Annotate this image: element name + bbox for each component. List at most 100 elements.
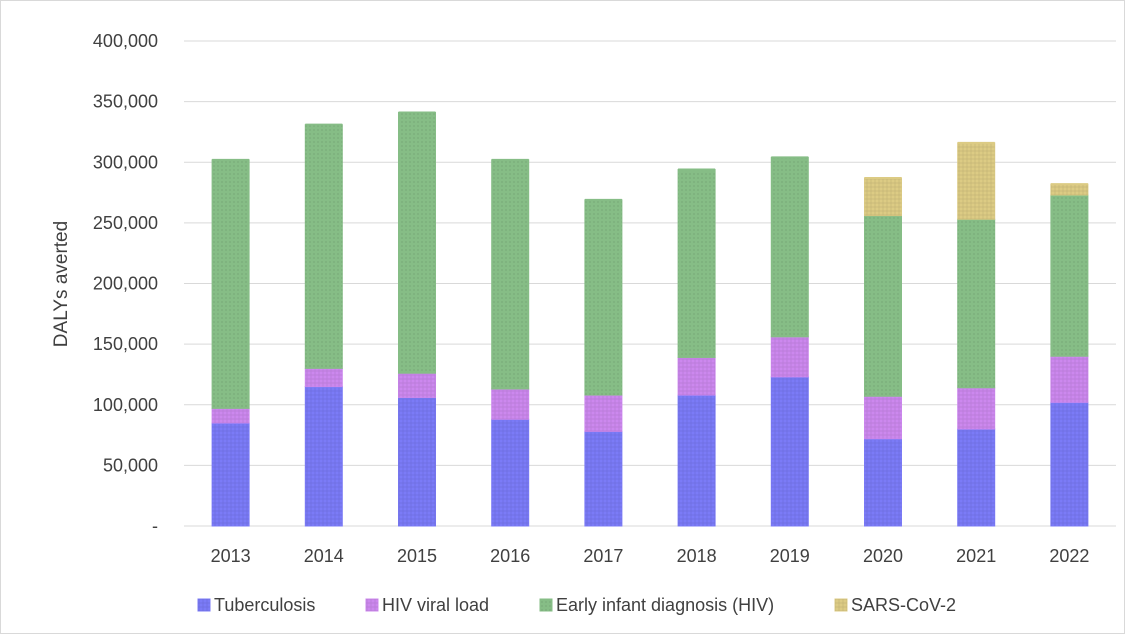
bar-segment <box>584 198 623 396</box>
x-tick-label: 2015 <box>397 546 437 566</box>
bar-texture <box>584 395 622 432</box>
bar-segment <box>957 141 996 220</box>
bar-texture <box>1050 184 1088 195</box>
bar-segment <box>211 158 250 409</box>
y-tick-label: 100,000 <box>93 395 158 415</box>
bar-texture <box>957 387 995 429</box>
bar-texture <box>864 178 902 216</box>
bar-texture <box>957 219 995 388</box>
bar-segment <box>957 218 996 389</box>
bar-segment <box>770 375 809 527</box>
bar-segment <box>677 168 716 358</box>
legend-swatch-texture <box>198 599 210 611</box>
x-tick-label: 2019 <box>770 546 810 566</box>
bar-segment <box>304 385 343 527</box>
bar-segment <box>957 386 996 430</box>
bar-texture <box>1050 194 1088 357</box>
y-tick-label: 400,000 <box>93 31 158 51</box>
bar-segment <box>491 387 530 420</box>
y-tick-label: 200,000 <box>93 274 158 294</box>
x-tick-label: 2014 <box>304 546 344 566</box>
bar-segment <box>677 356 716 396</box>
bar-segment <box>1050 193 1089 357</box>
bar-segment <box>398 111 436 374</box>
bar-segment <box>491 158 530 390</box>
bar-texture <box>212 408 250 423</box>
legend: Tuberculosis HIV viral load Early infant d… <box>197 595 956 615</box>
bar-segment <box>211 421 250 527</box>
legend-item: SARS-CoV-2 <box>834 595 956 615</box>
y-tick-label: 300,000 <box>93 152 158 172</box>
bar-segment <box>1050 183 1089 196</box>
bar-texture <box>305 386 343 526</box>
y-axis-label: DALYs averted <box>51 221 72 347</box>
bar-segment <box>304 367 343 388</box>
legend-swatch-texture <box>835 599 847 611</box>
legend-item: Early infant diagnosis (HIV) <box>539 595 774 615</box>
bar-texture <box>584 199 622 396</box>
x-tick-label: 2013 <box>211 546 251 566</box>
y-tick-label: 350,000 <box>93 92 158 112</box>
bar-segment <box>957 428 996 527</box>
bar-texture <box>491 159 529 389</box>
bar-texture <box>398 373 436 398</box>
bar-texture <box>678 395 716 526</box>
legend-label: Early infant diagnosis (HIV) <box>556 595 774 615</box>
bar-segment <box>584 394 623 432</box>
bar-segment <box>864 437 902 527</box>
y-tick-label: 250,000 <box>93 213 158 233</box>
legend-swatch-texture <box>540 599 552 611</box>
bar-texture <box>398 112 436 374</box>
x-tick-label: 2021 <box>956 546 996 566</box>
bar-texture <box>212 159 250 409</box>
bars-group <box>211 111 1089 527</box>
x-tick-label: 2020 <box>863 546 903 566</box>
bar-texture <box>864 215 902 397</box>
bar-texture <box>1050 356 1088 403</box>
legend-item: HIV viral load <box>365 595 489 615</box>
y-axis-ticks: - 50,000 100,000 150,000 200,000 250,000 300,0… <box>93 31 158 536</box>
bar-segment <box>770 156 809 338</box>
bar-segment <box>864 395 902 440</box>
bar-texture <box>398 397 436 526</box>
bar-segment <box>1050 401 1089 527</box>
legend-swatch-texture <box>366 599 378 611</box>
bar-segment <box>770 335 809 378</box>
bar-segment <box>211 407 250 424</box>
bar-segment <box>1050 355 1089 403</box>
bar-texture <box>771 376 809 526</box>
bar-texture <box>957 142 995 220</box>
y-tick-label: 150,000 <box>93 334 158 354</box>
bar-segment <box>864 214 902 397</box>
bar-segment <box>584 430 623 527</box>
legend-item: Tuberculosis <box>197 595 315 615</box>
bar-texture <box>864 396 902 439</box>
bar-texture <box>491 388 529 420</box>
bar-texture <box>305 124 343 369</box>
x-axis-ticks: 2013 2014 2015 2016 2017 2018 2019 2020 2021 2022 <box>211 546 1090 566</box>
bar-texture <box>864 438 902 526</box>
bar-texture <box>1050 402 1088 526</box>
bar-texture <box>491 419 529 526</box>
legend-label: SARS-CoV-2 <box>851 595 956 615</box>
bar-texture <box>957 429 995 526</box>
x-tick-label: 2016 <box>490 546 530 566</box>
bar-segment <box>398 396 436 527</box>
legend-label: Tuberculosis <box>214 595 315 615</box>
x-tick-label: 2022 <box>1049 546 1089 566</box>
bar-segment <box>491 418 530 527</box>
bar-segment <box>677 394 716 527</box>
bar-texture <box>771 157 809 337</box>
bar-texture <box>584 431 622 526</box>
bar-segment <box>398 372 436 398</box>
bar-segment <box>304 123 343 369</box>
bar-texture <box>678 169 716 358</box>
y-tick-label: 50,000 <box>103 455 158 475</box>
y-tick-label: - <box>152 516 158 536</box>
legend-label: HIV viral load <box>382 595 489 615</box>
x-tick-label: 2017 <box>583 546 623 566</box>
bar-texture <box>212 422 250 526</box>
bar-texture <box>678 357 716 396</box>
